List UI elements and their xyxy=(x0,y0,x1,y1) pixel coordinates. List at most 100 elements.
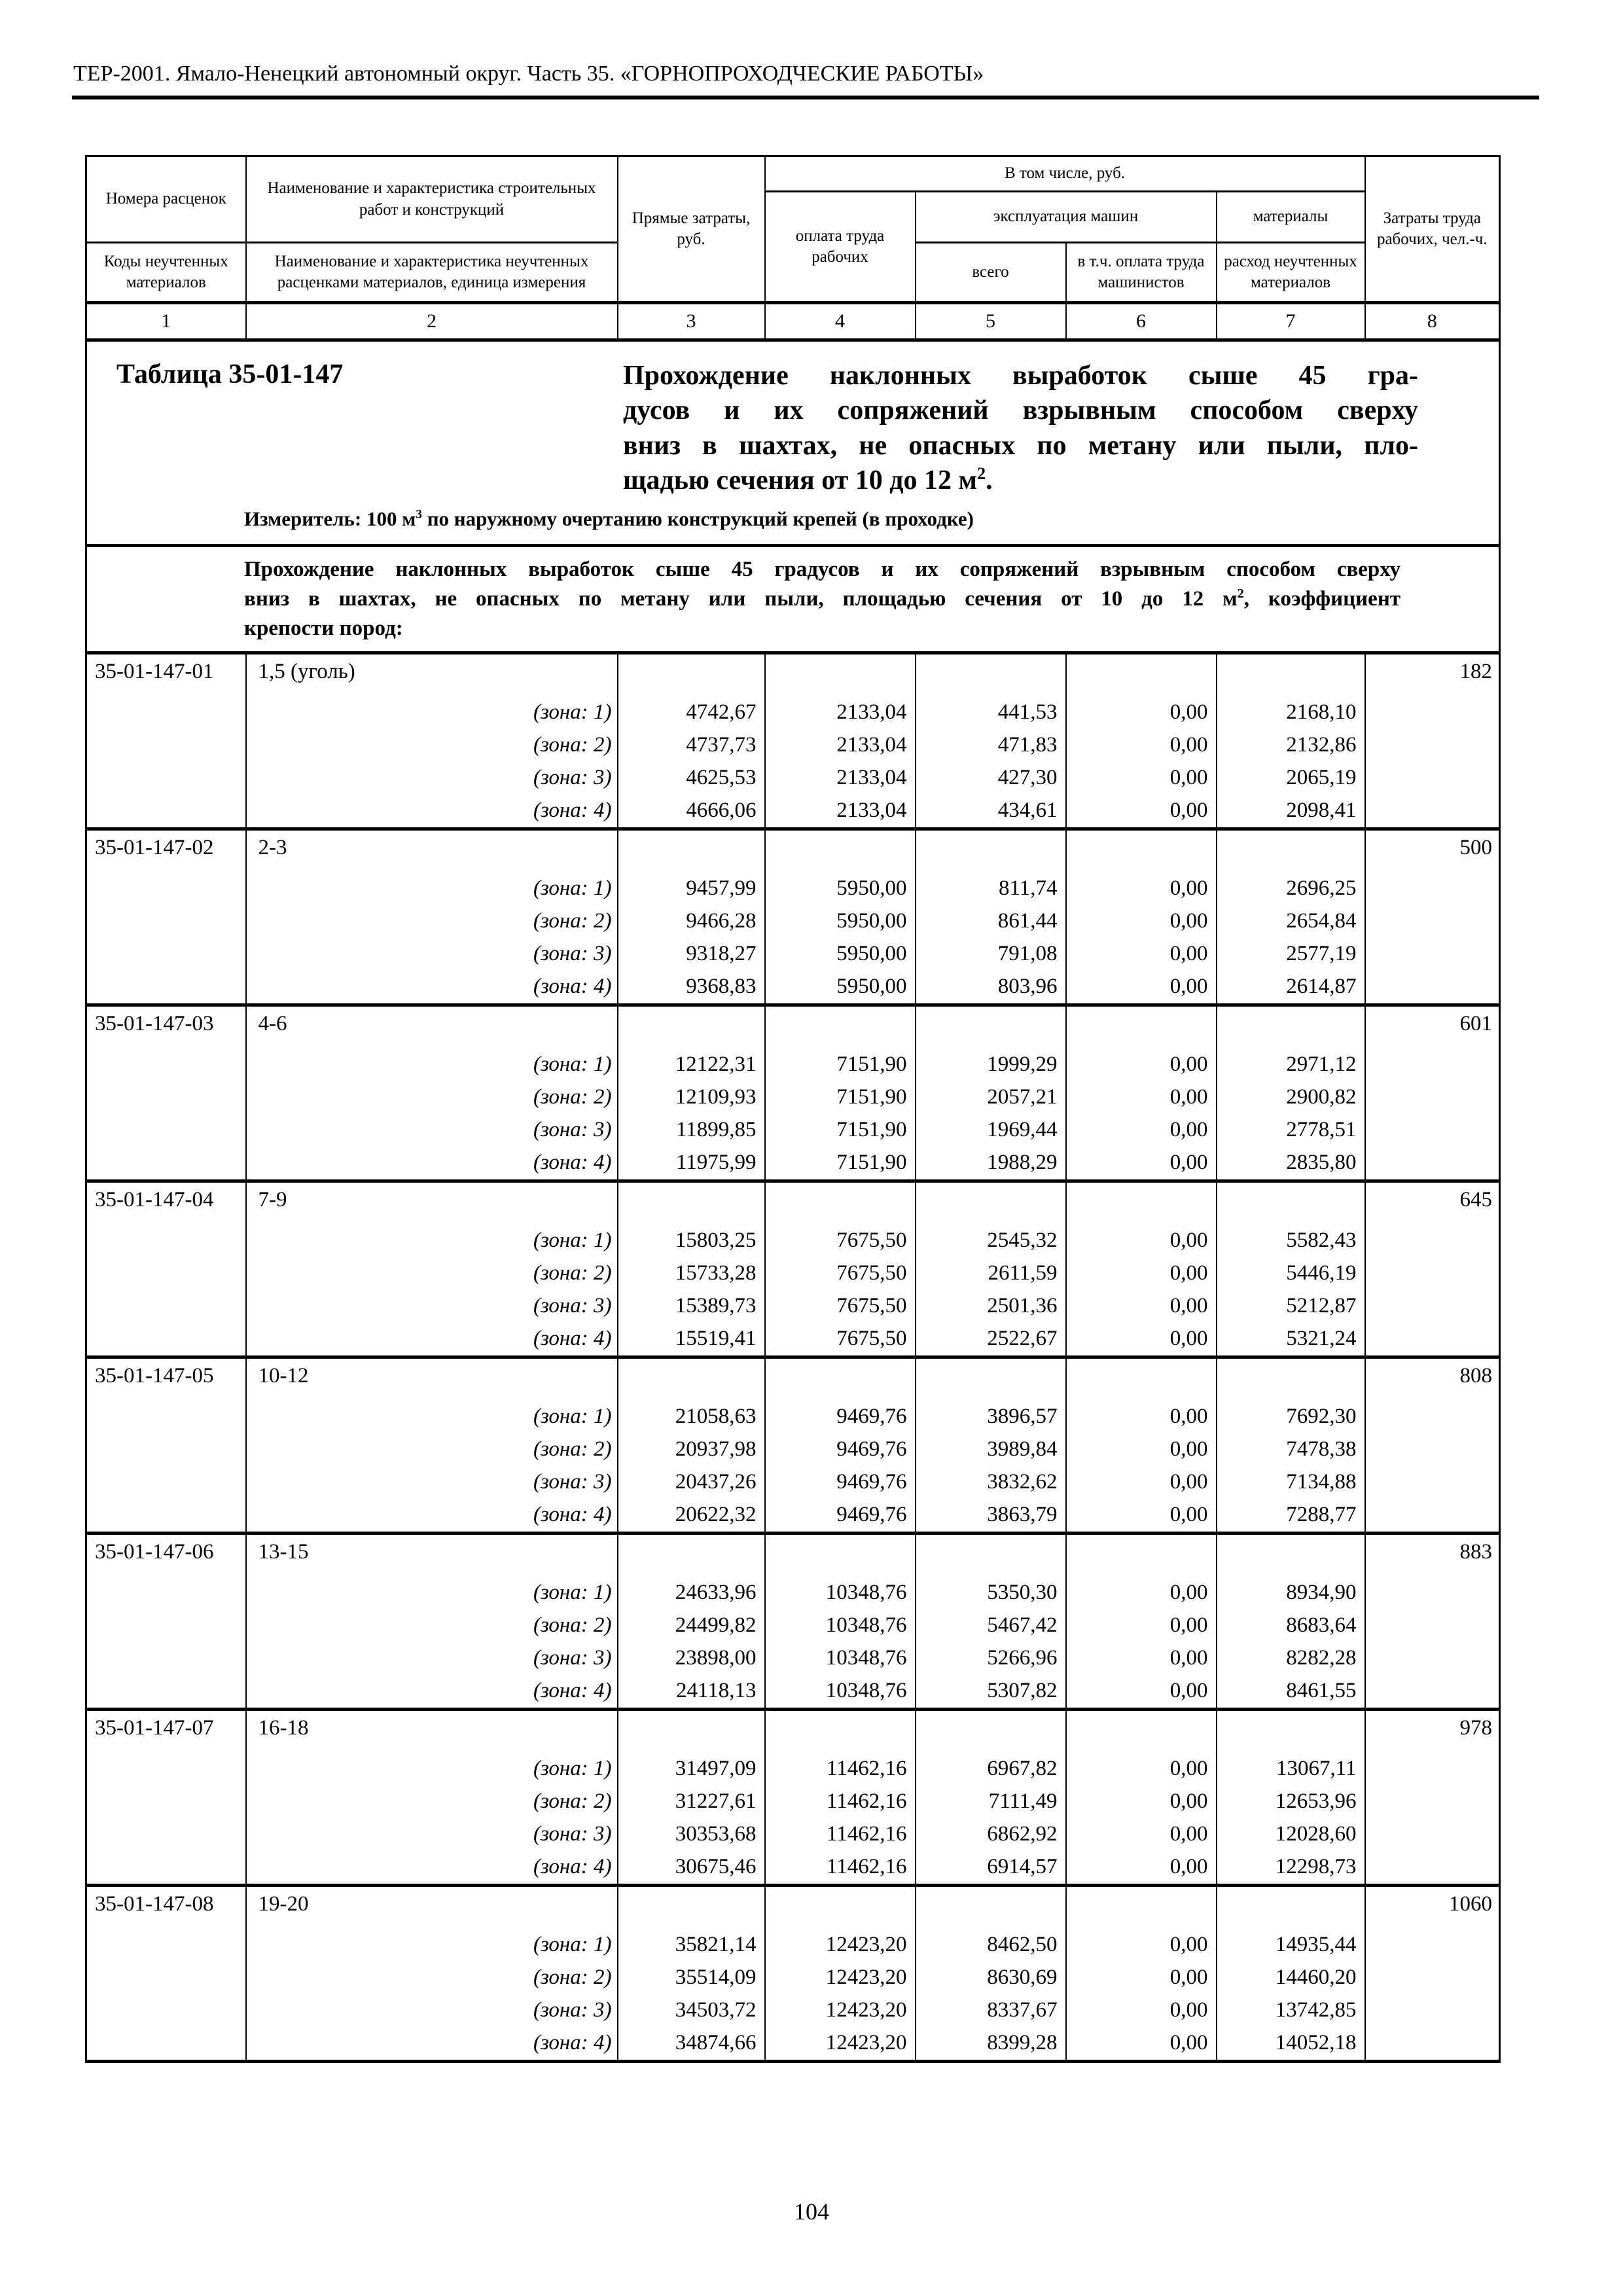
materials-value: 5212,87 xyxy=(1216,1289,1366,1323)
title-line: Прохождение наклонных выработок сыше 45 … xyxy=(623,361,1418,391)
section-description-row: Прохождение наклонных выработок сыше 45 … xyxy=(86,545,1501,655)
workers-wages-value: 10348,76 xyxy=(764,1576,916,1609)
materials-value: 5446,19 xyxy=(1216,1257,1366,1290)
empty-cell xyxy=(915,1357,1067,1401)
direct-costs-value: 31227,61 xyxy=(617,1785,766,1818)
empty-cell xyxy=(764,1005,916,1049)
materials-value: 14460,20 xyxy=(1216,1961,1366,1994)
machines-total-value: 5467,42 xyxy=(915,1609,1067,1642)
zone-row: (зона: 4) 20622,32 9469,76 3863,79 0,00 7288,… xyxy=(86,1498,1501,1534)
machinists-wages-value: 0,00 xyxy=(1065,1048,1217,1081)
zone-row: (зона: 2) 4737,73 2133,04 471,83 0,00 2132,86 xyxy=(86,728,1501,762)
materials-value: 13742,85 xyxy=(1216,1994,1366,2027)
zone-row: (зона: 1) 35821,14 12423,20 8462,50 0,00 1493… xyxy=(86,1928,1501,1962)
zone-label: (зона: 2) xyxy=(245,728,618,762)
zone-label: (зона: 3) xyxy=(245,1113,618,1147)
empty-cell xyxy=(764,1533,916,1577)
header-rate-numbers: Номера расценок xyxy=(86,156,247,243)
empty-cell xyxy=(1364,696,1501,729)
page-number: 104 xyxy=(794,2198,829,2225)
zone-label: (зона: 2) xyxy=(245,905,618,938)
machines-total-value: 811,74 xyxy=(915,872,1067,905)
zone-row: (зона: 4) 24118,13 10348,76 5307,82 0,00 8461… xyxy=(86,1674,1501,1710)
workers-wages-value: 12423,20 xyxy=(764,1994,916,2027)
empty-cell xyxy=(1065,653,1217,696)
table-title-block: Таблица 35-01-147 Прохождение наклонных … xyxy=(86,340,1501,548)
machines-total-value: 8337,67 xyxy=(915,1994,1067,2027)
materials-value: 8461,55 xyxy=(1216,1674,1366,1710)
empty-cell xyxy=(1364,728,1501,762)
machines-total-value: 8462,50 xyxy=(915,1928,1067,1962)
machines-total-value: 2057,21 xyxy=(915,1081,1067,1114)
empty-cell xyxy=(86,905,247,938)
empty-cell xyxy=(86,1224,247,1257)
rate-block-header-row: 35-01-147-01 1,5 (уголь) 182 xyxy=(86,653,1501,696)
header-works-name: Наименование и характеристика строительн… xyxy=(245,156,618,243)
machines-total-value: 471,83 xyxy=(915,728,1067,762)
workers-wages-value: 7675,50 xyxy=(764,1289,916,1323)
rate-block-header-row: 35-01-147-07 16-18 978 xyxy=(86,1709,1501,1753)
empty-cell xyxy=(86,1113,247,1147)
empty-cell xyxy=(1216,1005,1366,1049)
machines-total-value: 6914,57 xyxy=(915,1850,1067,1886)
section-description: Прохождение наклонных выработок сыше 45 … xyxy=(244,555,1400,643)
rates-table: Номера расценок Наименование и характери… xyxy=(85,155,1501,2063)
zone-label: (зона: 4) xyxy=(245,1498,618,1534)
direct-costs-value: 9457,99 xyxy=(617,872,766,905)
column-numbers-row: 1 2 3 4 5 6 7 8 xyxy=(86,301,1501,342)
materials-value: 7288,77 xyxy=(1216,1498,1366,1534)
empty-cell xyxy=(1364,937,1501,971)
direct-costs-value: 24118,13 xyxy=(617,1674,766,1710)
zone-row: (зона: 1) 15803,25 7675,50 2545,32 0,00 5582,… xyxy=(86,1224,1501,1257)
empty-cell xyxy=(1364,872,1501,905)
machines-total-value: 2501,36 xyxy=(915,1289,1067,1323)
machines-total-value: 427,30 xyxy=(915,761,1067,795)
header-labor-costs: Затраты труда рабочих, чел.-ч. xyxy=(1364,156,1501,304)
direct-costs-value: 15803,25 xyxy=(617,1224,766,1257)
machinists-wages-value: 0,00 xyxy=(1065,761,1217,795)
header-materials-consumption: расход неучтенных материалов xyxy=(1216,242,1366,304)
labor-hours-value: 978 xyxy=(1364,1709,1501,1753)
empty-cell xyxy=(1065,1005,1217,1049)
machines-total-value: 803,96 xyxy=(915,970,1067,1005)
zone-row: (зона: 2) 20937,98 9469,76 3989,84 0,00 7478,… xyxy=(86,1433,1501,1466)
workers-wages-value: 12423,20 xyxy=(764,1961,916,1994)
title-line: щадью сечения от 10 до 12 м2. xyxy=(623,463,993,495)
empty-cell xyxy=(915,1709,1067,1753)
machinists-wages-value: 0,00 xyxy=(1065,1465,1217,1499)
machinists-wages-value: 0,00 xyxy=(1065,905,1217,938)
machinists-wages-value: 0,00 xyxy=(1065,1752,1217,1785)
empty-cell xyxy=(1216,1357,1366,1401)
header-material-codes: Коды неучтенных материалов xyxy=(86,242,247,304)
zone-label: (зона: 4) xyxy=(245,2026,618,2062)
materials-value: 2065,19 xyxy=(1216,761,1366,795)
direct-costs-value: 35514,09 xyxy=(617,1961,766,1994)
materials-value: 8282,28 xyxy=(1216,1641,1366,1675)
materials-value: 14052,18 xyxy=(1216,2026,1366,2062)
machinists-wages-value: 0,00 xyxy=(1065,1609,1217,1642)
materials-value: 2098,41 xyxy=(1216,794,1366,829)
materials-value: 7134,88 xyxy=(1216,1465,1366,1499)
machinists-wages-value: 0,00 xyxy=(1065,1257,1217,1290)
workers-wages-value: 7151,90 xyxy=(764,1146,916,1181)
machines-total-value: 1988,29 xyxy=(915,1146,1067,1181)
empty-cell xyxy=(1364,1322,1501,1357)
direct-costs-value: 20937,98 xyxy=(617,1433,766,1466)
header-workers-wages: оплата труда рабочих xyxy=(764,191,916,304)
machinists-wages-value: 0,00 xyxy=(1065,970,1217,1005)
labor-hours-value: 500 xyxy=(1364,829,1501,872)
machines-total-value: 5266,96 xyxy=(915,1641,1067,1675)
materials-value: 2614,87 xyxy=(1216,970,1366,1005)
direct-costs-value: 15733,28 xyxy=(617,1257,766,1290)
empty-cell xyxy=(617,1181,766,1225)
machinists-wages-value: 0,00 xyxy=(1065,1113,1217,1147)
zone-row: (зона: 3) 11899,85 7151,90 1969,44 0,00 2778,… xyxy=(86,1113,1501,1147)
machinists-wages-value: 0,00 xyxy=(1065,1146,1217,1181)
rate-name: 4-6 xyxy=(245,1005,618,1049)
rate-code: 35-01-147-05 xyxy=(86,1357,247,1401)
column-number: 4 xyxy=(764,301,916,342)
rate-code: 35-01-147-04 xyxy=(86,1181,247,1225)
empty-cell xyxy=(1216,653,1366,696)
zone-label: (зона: 3) xyxy=(245,761,618,795)
empty-cell xyxy=(1216,1885,1366,1929)
